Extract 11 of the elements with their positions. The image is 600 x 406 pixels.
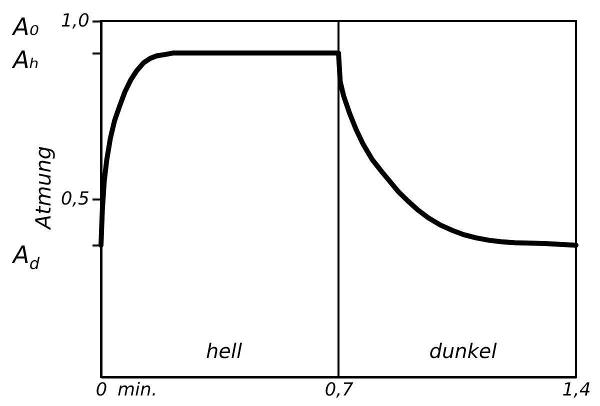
x-tick-label: 0,7	[324, 380, 354, 400]
x-tick-label: 1,4	[562, 380, 591, 400]
x-tick-label: 0	[96, 380, 108, 400]
y-axis-title: Atmung	[32, 146, 56, 232]
annotation: hell	[206, 339, 242, 363]
text: Aₕ	[11, 46, 39, 74]
annotation: dunkel	[429, 339, 498, 363]
y-tick-label: 0,5	[60, 188, 90, 210]
text: A₀	[11, 13, 40, 41]
y-tick-label: 1,0	[60, 10, 90, 32]
x-axis-title: min.	[118, 380, 158, 400]
